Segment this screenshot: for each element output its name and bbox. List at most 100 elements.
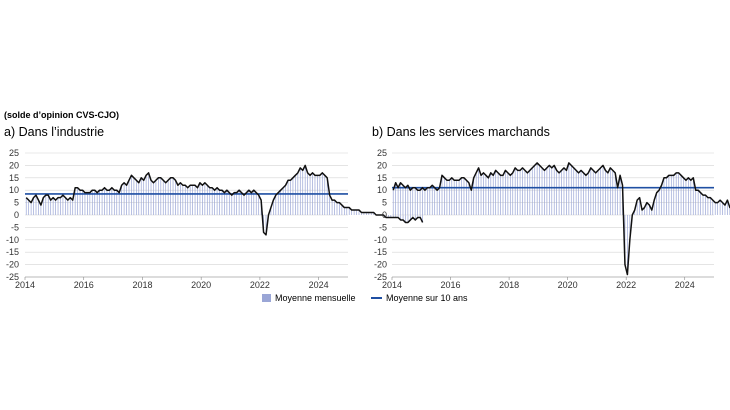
bar: [243, 195, 245, 215]
bar: [187, 187, 189, 215]
bar: [370, 212, 372, 215]
bar: [678, 172, 679, 215]
bar: [475, 172, 477, 215]
bar: [478, 167, 479, 215]
bar: [221, 190, 223, 215]
x-tick-label: 2018: [132, 280, 152, 290]
bar: [238, 190, 240, 215]
bar: [485, 175, 487, 215]
bar: [116, 190, 118, 215]
bar: [466, 180, 467, 215]
y-tick-label: 25: [9, 148, 19, 158]
bar: [546, 167, 548, 215]
bar: [663, 177, 665, 215]
bar: [304, 165, 306, 215]
bar: [192, 185, 193, 215]
y-tick-label: -20: [374, 260, 387, 270]
bar: [488, 177, 489, 215]
y-tick-label: -15: [374, 247, 387, 257]
bar: [138, 182, 140, 215]
bar: [204, 182, 206, 215]
bar: [500, 175, 501, 215]
bar: [556, 170, 558, 215]
bar: [685, 180, 687, 215]
bar: [356, 210, 357, 215]
bar: [649, 205, 650, 215]
bar: [458, 180, 460, 215]
bar: [302, 170, 304, 215]
x-tick-label: 2024: [675, 280, 695, 290]
bar: [490, 172, 492, 215]
bar: [99, 190, 100, 215]
bar: [317, 175, 318, 215]
bar: [531, 167, 533, 215]
bar: [444, 177, 445, 215]
bar: [727, 200, 728, 215]
bar: [692, 177, 694, 215]
bar: [417, 215, 419, 218]
y-tick-label: 20: [9, 160, 19, 170]
y-tick-label: 5: [14, 198, 19, 208]
bar: [67, 200, 69, 215]
bar: [405, 187, 406, 215]
legend-bars-swatch: [262, 294, 271, 302]
bar: [275, 195, 277, 215]
bar: [509, 175, 511, 215]
bar: [258, 195, 260, 215]
bar: [366, 212, 367, 215]
bar: [334, 200, 335, 215]
bar: [541, 167, 543, 215]
bar: [402, 185, 404, 215]
bar: [422, 215, 423, 223]
bar: [609, 167, 611, 215]
bar: [133, 177, 135, 215]
bar: [202, 185, 203, 215]
bar: [385, 215, 387, 218]
bar: [570, 165, 572, 215]
bar: [89, 192, 91, 215]
bar: [456, 180, 457, 215]
bar: [534, 165, 536, 215]
bar: [72, 200, 74, 215]
bar: [392, 190, 394, 215]
bar: [429, 187, 431, 215]
bar: [666, 177, 667, 215]
bar: [182, 185, 184, 215]
bar: [505, 170, 506, 215]
bar: [87, 192, 88, 215]
bar: [219, 190, 220, 215]
series-line: [25, 164, 424, 236]
bar: [265, 215, 267, 235]
bar: [118, 192, 120, 215]
bar: [410, 215, 411, 220]
bar: [109, 190, 110, 215]
bar: [287, 180, 289, 215]
legend-monthly-average: Moyenne mensuelle: [262, 293, 356, 303]
bar: [473, 177, 475, 215]
bar: [55, 200, 56, 215]
bar: [624, 215, 626, 265]
bar: [700, 192, 701, 215]
bar: [646, 202, 648, 215]
bar: [461, 177, 462, 215]
bar: [561, 170, 562, 215]
bar: [597, 170, 599, 215]
bar: [84, 192, 86, 215]
x-tick-label: 2014: [15, 280, 35, 290]
bar: [248, 190, 250, 215]
bar: [153, 182, 154, 215]
bar: [273, 200, 274, 215]
bar: [419, 190, 421, 215]
bar: [309, 175, 311, 215]
bar: [52, 197, 54, 215]
bar: [282, 187, 284, 215]
bar: [165, 182, 167, 215]
bar: [588, 172, 589, 215]
bar: [358, 210, 360, 215]
bar: [614, 172, 616, 215]
bar: [290, 180, 291, 215]
bar: [292, 177, 294, 215]
bar: [280, 190, 282, 215]
bar: [707, 197, 709, 215]
bar: [448, 180, 450, 215]
